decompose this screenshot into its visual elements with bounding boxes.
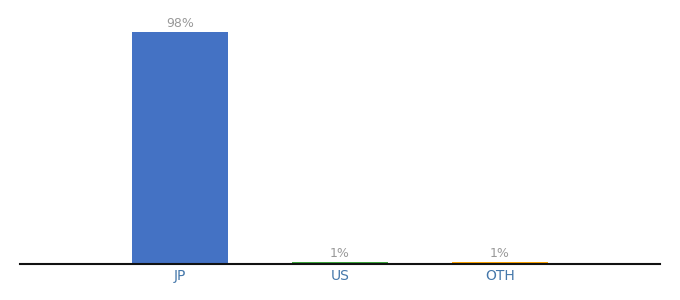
Text: 1%: 1% xyxy=(330,247,350,260)
Bar xyxy=(132,32,228,264)
Text: 1%: 1% xyxy=(490,247,510,260)
Text: 98%: 98% xyxy=(167,17,194,30)
Bar xyxy=(292,262,388,264)
Bar xyxy=(452,262,548,264)
